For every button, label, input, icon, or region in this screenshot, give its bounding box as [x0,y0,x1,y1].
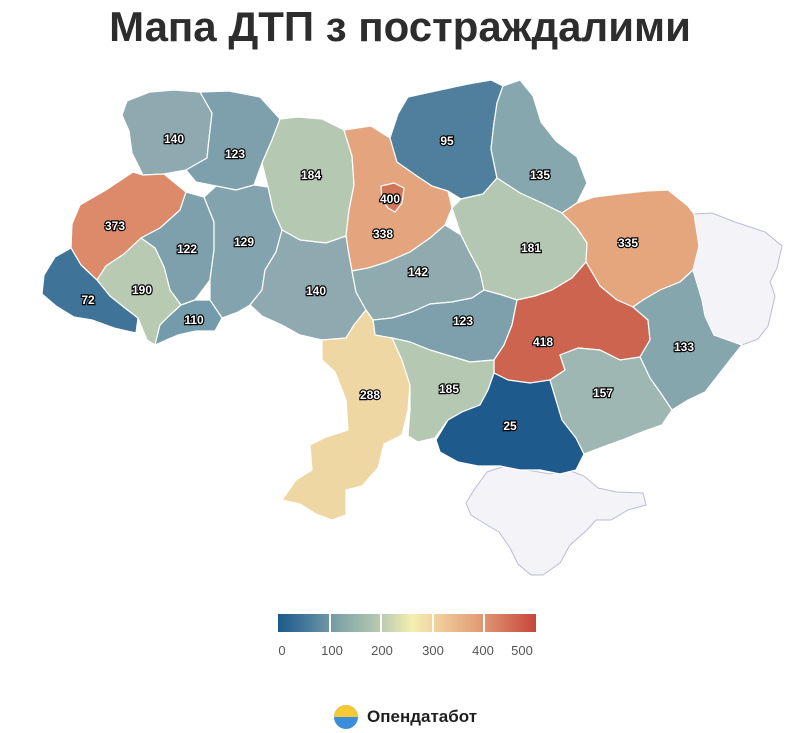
legend-label-500: 500 [511,643,533,658]
region-value-labels: 140 123 184 400 338 95 135 373 122 129 7… [80,131,695,434]
label-vinnytsia: 140 [306,284,326,298]
label-volyn: 140 [164,132,184,146]
label-kherson: 25 [503,419,517,433]
label-mykolaiv: 185 [439,382,459,396]
label-kyiv-oblast: 338 [373,227,393,241]
legend-tick-mark [380,614,382,632]
opendatabot-logo-icon [334,705,358,729]
label-luhansk: 133 [674,340,694,354]
legend-label-200: 200 [371,643,393,658]
brand-name: Опендатабот [367,707,478,726]
ukraine-map: 140 123 184 400 338 95 135 373 122 129 7… [41,79,783,576]
label-dnipropetrovsk: 418 [533,335,553,349]
label-ivano-frankivsk: 190 [132,283,152,297]
label-cherkasy: 142 [408,265,428,279]
label-kirovohrad: 123 [453,314,473,328]
color-legend [278,614,536,632]
label-rivne: 123 [225,147,245,161]
label-odesa: 288 [360,388,380,402]
label-chernivtsi: 110 [184,313,204,327]
region-kyiv-city[interactable] [380,182,405,213]
label-lviv: 373 [105,219,125,233]
legend-gradient-bar [278,614,536,632]
label-kyiv-city: 400 [380,192,400,206]
label-poltava: 181 [521,241,541,255]
page-title: Мапа ДТП з постраждалими [109,3,691,50]
label-chernihiv: 95 [440,134,454,148]
legend-label-300: 300 [422,643,444,658]
label-ternopil: 122 [177,242,197,256]
label-zaporizhzhia: 157 [593,386,613,400]
region-crimea[interactable] [465,465,647,576]
legend-tick-mark [432,614,434,632]
region-chernivtsi[interactable] [154,299,223,346]
label-khmelnytskyi: 129 [234,235,254,249]
brand-footer[interactable]: Опендатабот [333,702,477,732]
legend-tick-mark [483,614,485,632]
legend-tick-mark [329,614,331,632]
region-odesa[interactable] [281,309,411,521]
label-kharkiv: 335 [618,236,638,250]
legend-label-100: 100 [321,643,343,658]
label-zhytomyr: 184 [301,168,321,182]
region-zaporizhzhia[interactable] [549,347,673,455]
region-zakarpattia[interactable] [41,247,139,334]
legend-label-400: 400 [472,643,494,658]
legend-label-0: 0 [278,643,286,658]
label-sumy: 135 [530,168,550,182]
label-zakarpattia: 72 [81,293,95,307]
